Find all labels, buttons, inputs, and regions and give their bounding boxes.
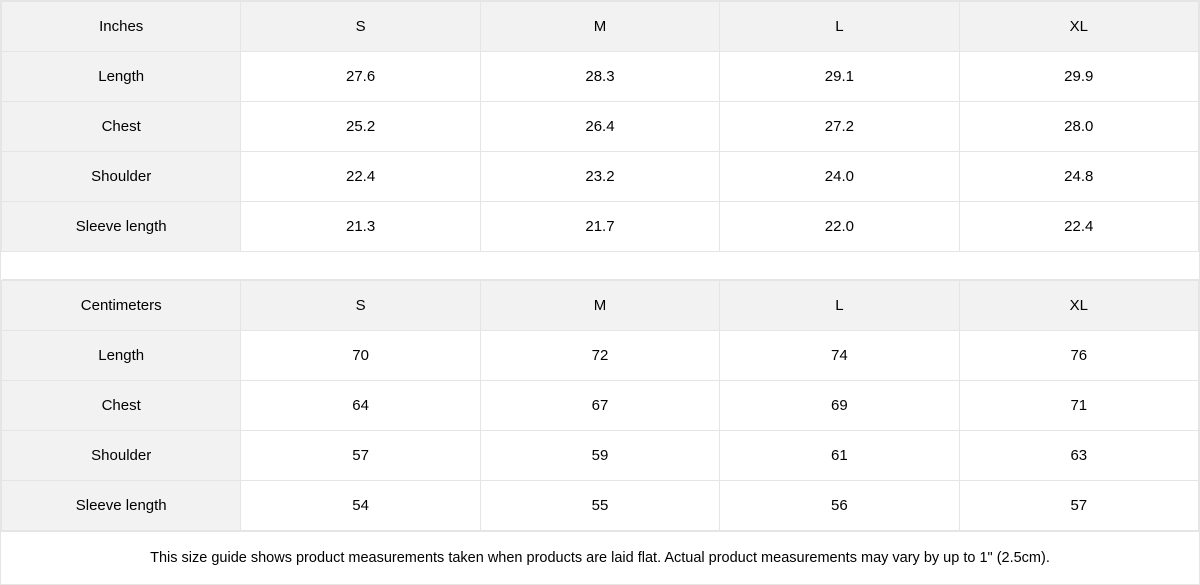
row-label: Chest [2,381,241,431]
cell: 69 [720,381,959,431]
header-row: Inches S M L XL [2,2,1199,52]
cell: 61 [720,431,959,481]
table-row: Length 27.6 28.3 29.1 29.9 [2,52,1199,102]
size-table-inches: Inches S M L XL Length 27.6 28.3 29.1 29… [1,1,1199,280]
table-row: Sleeve length 21.3 21.7 22.0 22.4 [2,202,1199,252]
header-row: Centimeters S M L XL [2,281,1199,331]
size-header: XL [959,281,1198,331]
size-guide: Inches S M L XL Length 27.6 28.3 29.1 29… [0,0,1200,585]
table-row: Chest 25.2 26.4 27.2 28.0 [2,102,1199,152]
row-label: Length [2,52,241,102]
unit-label: Inches [2,2,241,52]
row-label: Shoulder [2,431,241,481]
cell: 76 [959,331,1198,381]
cell: 63 [959,431,1198,481]
size-header: XL [959,2,1198,52]
cell: 72 [480,331,719,381]
table-row: Sleeve length 54 55 56 57 [2,481,1199,531]
table-spacer [2,252,1199,280]
table-row: Chest 64 67 69 71 [2,381,1199,431]
cell: 28.3 [480,52,719,102]
cell: 74 [720,331,959,381]
cell: 27.6 [241,52,480,102]
cell: 24.8 [959,152,1198,202]
row-label: Shoulder [2,152,241,202]
cell: 55 [480,481,719,531]
cell: 27.2 [720,102,959,152]
cell: 29.9 [959,52,1198,102]
row-label: Chest [2,102,241,152]
table-row: Length 70 72 74 76 [2,331,1199,381]
table-row: Shoulder 22.4 23.2 24.0 24.8 [2,152,1199,202]
size-header: S [241,2,480,52]
size-header: M [480,281,719,331]
size-table-centimeters: Centimeters S M L XL Length 70 72 74 76 … [1,280,1199,531]
size-header: L [720,281,959,331]
table-row: Shoulder 57 59 61 63 [2,431,1199,481]
cell: 57 [241,431,480,481]
cell: 64 [241,381,480,431]
size-guide-footnote: This size guide shows product measuremen… [1,531,1199,584]
cell: 26.4 [480,102,719,152]
size-header: S [241,281,480,331]
cell: 54 [241,481,480,531]
row-label: Sleeve length [2,202,241,252]
cell: 22.0 [720,202,959,252]
cell: 21.7 [480,202,719,252]
size-header: M [480,2,719,52]
unit-label: Centimeters [2,281,241,331]
cell: 21.3 [241,202,480,252]
cell: 56 [720,481,959,531]
size-header: L [720,2,959,52]
cell: 22.4 [959,202,1198,252]
cell: 22.4 [241,152,480,202]
row-label: Length [2,331,241,381]
cell: 67 [480,381,719,431]
cell: 59 [480,431,719,481]
cell: 57 [959,481,1198,531]
cell: 23.2 [480,152,719,202]
row-label: Sleeve length [2,481,241,531]
cell: 71 [959,381,1198,431]
cell: 24.0 [720,152,959,202]
cell: 29.1 [720,52,959,102]
cell: 70 [241,331,480,381]
cell: 28.0 [959,102,1198,152]
cell: 25.2 [241,102,480,152]
